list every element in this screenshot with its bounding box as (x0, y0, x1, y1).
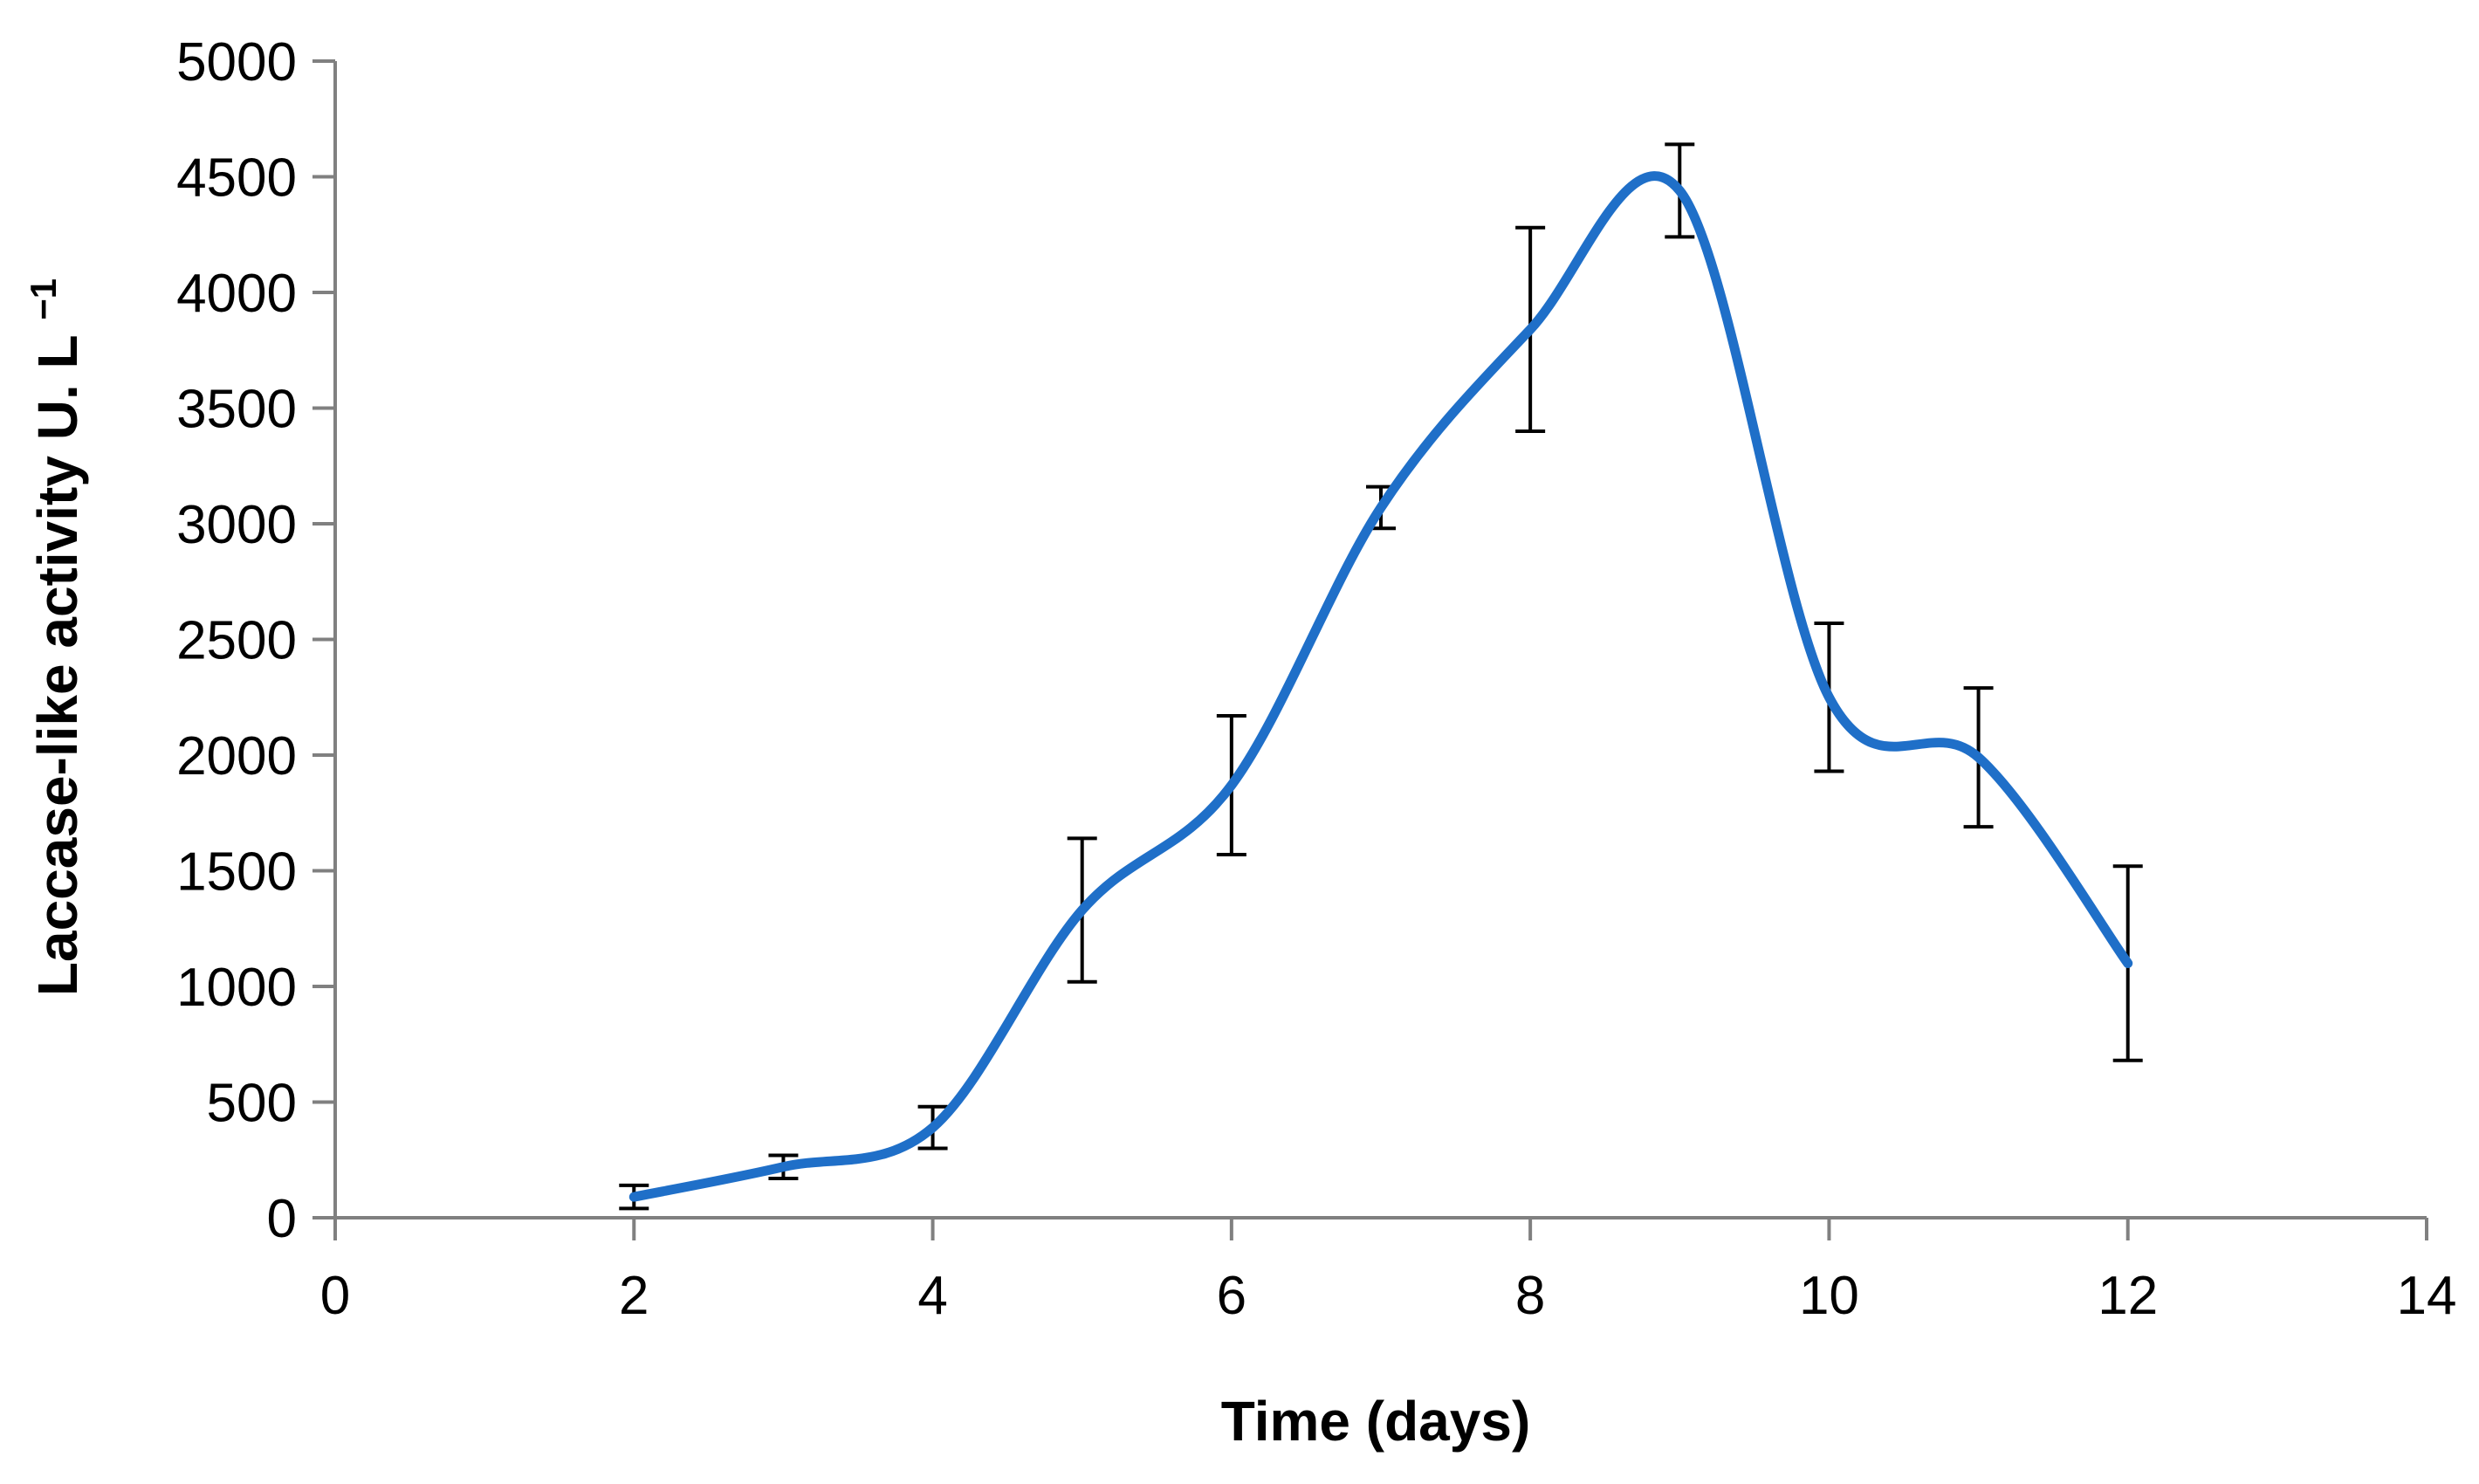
y-tick-label: 2500 (176, 611, 297, 671)
data-point (1080, 908, 1085, 913)
x-tick-label: 12 (2098, 1266, 2158, 1326)
y-tick-label: 4000 (176, 264, 297, 324)
series-line (628, 171, 2133, 1202)
data-point (631, 1194, 636, 1199)
x-tick-label: 14 (2397, 1266, 2457, 1326)
y-tick-label: 3000 (176, 495, 297, 555)
data-point (1378, 505, 1384, 510)
error-bars (619, 142, 2143, 1211)
x-tick-label: 2 (619, 1266, 649, 1326)
x-tick-label: 10 (1799, 1266, 1859, 1326)
data-point (1677, 188, 1682, 193)
series-lines (628, 171, 2133, 1202)
data-point (780, 1165, 786, 1170)
axes (312, 59, 2428, 1240)
y-tick-label: 0 (267, 1189, 297, 1249)
y-tick-label: 2000 (176, 726, 297, 787)
y-tick-label: 5000 (176, 32, 297, 93)
x-tick-label: 8 (1515, 1266, 1545, 1326)
y-tick-label: 1000 (176, 958, 297, 1018)
data-point (1229, 782, 1234, 787)
y-tick-label: 1500 (176, 842, 297, 903)
tick-labels: 0 500 1000 1500 2000 2500 3000 3500 4000 4500 5000… (176, 32, 2456, 1326)
y-tick-label: 4500 (176, 148, 297, 209)
x-tick-label: 4 (917, 1266, 947, 1326)
y-axis-title-text: Laccase-like activity U. L (26, 335, 89, 996)
x-tick-label: 6 (1217, 1266, 1246, 1326)
data-point (2125, 961, 2131, 966)
data-point (1976, 755, 1981, 760)
data-point (1528, 326, 1533, 332)
data-point (1826, 695, 1831, 700)
x-axis-title: Time (days) (1221, 1390, 1531, 1453)
data-point (930, 1125, 936, 1130)
y-tick-label: 3500 (176, 380, 297, 440)
y-axis-title: Laccase-like activity U. L −1 (23, 278, 89, 996)
y-tick-label: 500 (207, 1074, 297, 1134)
y-axis-title-superscript: −1 (23, 278, 64, 320)
x-tick-label: 0 (320, 1266, 350, 1326)
